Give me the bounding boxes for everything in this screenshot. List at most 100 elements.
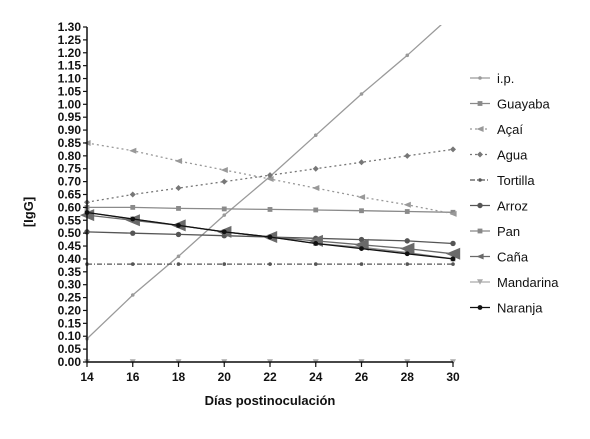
data-point — [400, 242, 415, 255]
legend-item: Agua — [470, 148, 528, 163]
legend-marker — [477, 202, 483, 209]
series-3 — [83, 139, 457, 217]
data-point — [220, 167, 228, 174]
legend: i.p. Guayaba Açaí Agua Tortilla Arroz Pan Caña M… — [470, 71, 559, 316]
legend-label: Arroz — [497, 199, 528, 214]
data-point — [313, 133, 318, 138]
data-point — [404, 238, 410, 244]
y-axis-title: [IgG] — [21, 197, 36, 227]
data-point — [175, 231, 182, 238]
data-point — [358, 236, 365, 243]
x-tick-label: 20 — [218, 370, 232, 384]
data-point — [130, 230, 136, 236]
data-point — [359, 262, 364, 266]
data-point — [450, 240, 456, 247]
y-tick-label: 0.60 — [58, 200, 82, 214]
legend-item: Mandarina — [470, 275, 559, 290]
y-tick-label: 1.05 — [58, 84, 82, 98]
data-point — [266, 176, 274, 183]
y-tick-label: 0.25 — [58, 291, 82, 305]
y-tick-label: 0.30 — [58, 278, 82, 292]
legend-label: Tortilla — [497, 173, 535, 188]
y-tick-label: 0.05 — [58, 342, 82, 356]
legend-marker — [477, 228, 483, 234]
data-point — [450, 209, 456, 215]
data-point — [130, 293, 135, 297]
data-point — [404, 209, 410, 214]
y-tick-label: 0.50 — [58, 226, 82, 240]
y-tick-label: 0.55 — [58, 213, 82, 227]
y-tick-label: 0.70 — [58, 175, 82, 189]
data-point — [129, 147, 137, 154]
data-point — [268, 262, 272, 266]
legend-item: Tortilla — [470, 173, 535, 188]
legend-marker — [477, 279, 483, 285]
data-point — [359, 208, 364, 214]
data-point — [405, 262, 410, 266]
x-tick-label: 18 — [172, 370, 186, 384]
series-1 — [85, 25, 442, 341]
data-point — [451, 262, 455, 266]
series-line — [87, 148, 454, 203]
data-point — [405, 53, 410, 58]
y-tick-label: 0.85 — [58, 136, 82, 150]
data-point — [221, 229, 227, 235]
y-tick-label: 0.80 — [58, 149, 82, 163]
x-tick-label: 30 — [446, 370, 460, 384]
x-tick-label: 22 — [263, 370, 277, 384]
data-point — [312, 185, 320, 192]
legend-marker — [477, 151, 483, 158]
legend-label: Agua — [497, 148, 528, 163]
x-tick-label: 16 — [126, 370, 140, 384]
legend-label: Açaí — [497, 122, 523, 137]
y-tick-label: 0.95 — [58, 110, 82, 124]
legend-marker — [477, 101, 483, 106]
data-point — [450, 256, 456, 262]
legend-item: Açaí — [470, 122, 523, 137]
legend-item: Caña — [470, 250, 529, 265]
data-point — [404, 251, 410, 257]
data-point — [130, 204, 136, 210]
y-tick-label: 1.20 — [58, 46, 82, 60]
legend-label: Caña — [497, 250, 529, 265]
data-point — [130, 262, 135, 266]
y-tick-label: 1.25 — [58, 33, 82, 47]
data-point — [129, 191, 136, 198]
data-point — [175, 185, 182, 192]
series-2 — [84, 204, 456, 215]
y-tick-label: 0.40 — [58, 252, 82, 266]
y-tick-label: 1.00 — [58, 97, 82, 111]
legend-marker — [478, 178, 482, 182]
data-point — [221, 178, 228, 185]
y-tick-label: 1.30 — [58, 20, 82, 34]
legend-item: Guayaba — [470, 97, 551, 112]
data-point — [312, 165, 319, 172]
x-axis-title: Días postinoculación — [205, 393, 336, 408]
data-point — [445, 247, 461, 260]
x-axis: 14 16 18 20 22 24 26 28 30 — [80, 361, 460, 384]
data-point — [130, 216, 136, 222]
data-point — [174, 158, 183, 164]
y-tick-label: 0.75 — [58, 162, 82, 176]
y-tick-label: 0.20 — [58, 303, 82, 317]
y-tick-label: 0.65 — [58, 188, 82, 202]
legend-marker — [478, 76, 482, 80]
series-5 — [85, 262, 455, 266]
legend-label: Guayaba — [497, 97, 551, 112]
y-tick-label: 1.10 — [58, 72, 82, 86]
data-point — [222, 213, 227, 217]
data-point — [449, 210, 457, 217]
data-point — [222, 262, 227, 266]
legend-marker — [477, 305, 483, 310]
data-point — [359, 92, 364, 96]
series-10 — [84, 210, 456, 262]
legend-item: i.p. — [470, 71, 514, 86]
legend-marker — [476, 253, 484, 260]
series-4 — [84, 146, 456, 206]
data-point — [176, 254, 181, 259]
x-tick-label: 28 — [401, 370, 415, 384]
data-point — [357, 194, 366, 201]
data-point — [404, 152, 411, 159]
y-tick-label: 0.35 — [58, 265, 82, 279]
